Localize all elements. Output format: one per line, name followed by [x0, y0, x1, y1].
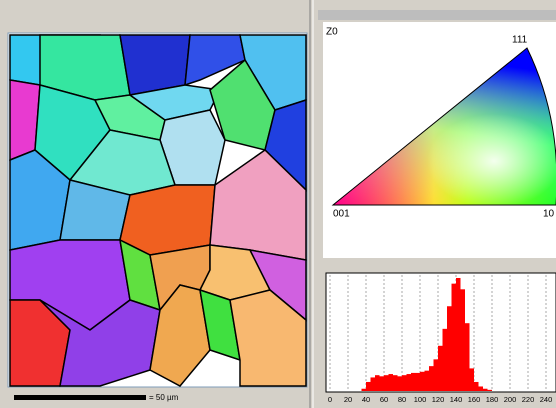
x-tick-label: 160: [468, 395, 481, 404]
bar: [479, 386, 484, 391]
grain: [120, 185, 215, 255]
bar: [452, 284, 457, 391]
x-tick-label: 40: [362, 395, 370, 404]
x-tick-label: 140: [450, 395, 463, 404]
scale-label: = 50 µm: [149, 393, 179, 402]
bar: [483, 389, 488, 391]
x-tick-label: 20: [344, 395, 352, 404]
bar: [438, 346, 443, 391]
scale-bar: [14, 395, 146, 400]
x-tick-label: 0: [328, 395, 332, 404]
bar: [389, 374, 394, 391]
bar: [407, 374, 412, 391]
corner-label: 10: [543, 209, 555, 220]
bar: [474, 382, 479, 391]
bar: [380, 376, 385, 391]
bar: [429, 366, 434, 391]
page: = 50 µm Z0 111 001 10 0 20 40 60 80 100 120 140…: [0, 0, 556, 408]
x-tick-label: 120: [432, 395, 445, 404]
bar: [371, 377, 376, 391]
x-tick-label: 80: [398, 395, 406, 404]
bar: [375, 375, 380, 391]
corner-label: 111: [512, 35, 528, 46]
bar: [461, 289, 466, 391]
x-tick-label: 60: [380, 395, 388, 404]
grain-map: [10, 35, 306, 386]
bar: [465, 323, 470, 391]
bar: [366, 382, 371, 391]
bar: [420, 372, 425, 391]
toolbar-strip: [318, 10, 556, 20]
bar: [434, 359, 439, 391]
x-tick-label: 100: [414, 395, 427, 404]
bar: [393, 375, 398, 391]
x-tick-label: 240: [540, 395, 553, 404]
x-tick-label: 180: [486, 395, 499, 404]
bar: [398, 376, 403, 391]
bar: [362, 389, 367, 391]
bar: [411, 373, 416, 391]
bar: [447, 306, 452, 391]
x-tick-label: 200: [504, 395, 517, 404]
bar: [456, 278, 461, 391]
corner-label: 001: [333, 209, 350, 220]
bar: [416, 373, 421, 391]
x-tick-label: 220: [522, 395, 535, 404]
bar: [402, 375, 407, 391]
bar: [443, 329, 448, 391]
bar: [488, 390, 493, 391]
bar: [470, 368, 475, 391]
bar: [425, 371, 430, 391]
screen: = 50 µm Z0 111 001 10 0 20 40 60 80 100 120 140…: [0, 0, 556, 408]
bar: [384, 375, 389, 391]
pole-title: Z0: [326, 27, 338, 38]
